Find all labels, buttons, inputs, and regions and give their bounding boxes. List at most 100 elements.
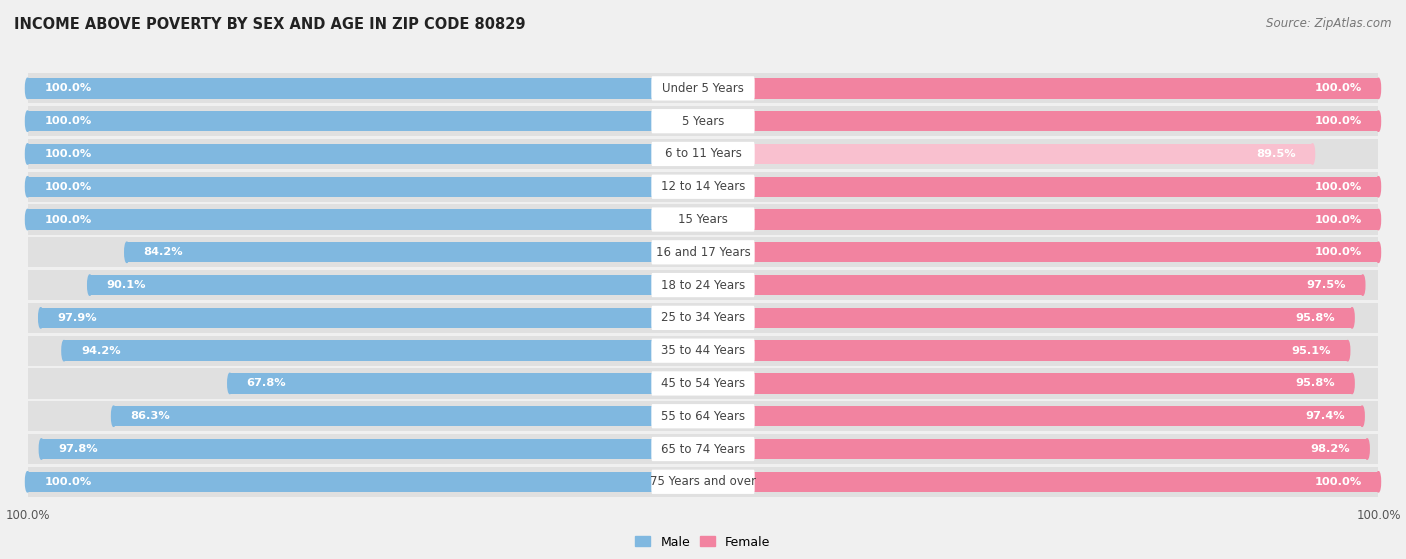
FancyBboxPatch shape <box>651 470 755 494</box>
Bar <box>28 177 655 197</box>
Text: 100.0%: 100.0% <box>1315 182 1361 192</box>
Bar <box>28 334 1378 367</box>
Bar <box>751 373 1353 394</box>
Circle shape <box>62 340 66 361</box>
Bar <box>28 169 1378 172</box>
Bar <box>28 464 1378 467</box>
Bar <box>28 105 1378 138</box>
Circle shape <box>1360 406 1364 427</box>
Circle shape <box>1361 275 1365 295</box>
Bar <box>28 432 1378 434</box>
Bar <box>28 202 1378 205</box>
Bar <box>28 433 1378 466</box>
Bar <box>751 275 1362 295</box>
Bar <box>751 78 1378 98</box>
Text: 67.8%: 67.8% <box>246 378 287 389</box>
Bar <box>751 144 1312 164</box>
Bar <box>28 169 1378 172</box>
Bar <box>28 472 655 492</box>
Bar <box>28 399 1378 401</box>
Bar <box>28 300 1378 303</box>
Circle shape <box>39 439 44 459</box>
Circle shape <box>1376 242 1381 263</box>
Text: 100.0%: 100.0% <box>1315 215 1361 225</box>
FancyBboxPatch shape <box>651 207 755 231</box>
Text: 100.0%: 100.0% <box>1315 116 1361 126</box>
Text: 100.0%: 100.0% <box>1315 477 1361 487</box>
Bar <box>751 210 1378 230</box>
Bar <box>28 300 1378 303</box>
Bar <box>41 307 655 328</box>
FancyBboxPatch shape <box>651 76 755 101</box>
Bar <box>28 138 1378 170</box>
Bar <box>127 242 655 263</box>
Circle shape <box>1346 340 1350 361</box>
Circle shape <box>654 144 658 164</box>
Bar <box>751 177 1378 197</box>
FancyBboxPatch shape <box>651 437 755 461</box>
Text: 95.8%: 95.8% <box>1295 313 1336 323</box>
Text: 95.8%: 95.8% <box>1295 378 1336 389</box>
Bar <box>28 78 655 98</box>
Text: 100.0%: 100.0% <box>1315 83 1361 93</box>
Text: 65 to 74 Years: 65 to 74 Years <box>661 443 745 456</box>
Bar <box>28 103 1378 106</box>
Bar <box>28 111 655 131</box>
Bar <box>751 307 1353 328</box>
Text: 55 to 64 Years: 55 to 64 Years <box>661 410 745 423</box>
Circle shape <box>25 177 30 197</box>
Circle shape <box>654 406 658 427</box>
Circle shape <box>748 340 752 361</box>
Text: 97.8%: 97.8% <box>58 444 98 454</box>
Circle shape <box>748 242 752 263</box>
Circle shape <box>25 144 30 164</box>
Circle shape <box>1376 210 1381 230</box>
Circle shape <box>111 406 115 427</box>
Bar <box>28 399 1378 401</box>
Text: 94.2%: 94.2% <box>82 345 121 356</box>
Circle shape <box>1310 144 1315 164</box>
Circle shape <box>1376 78 1381 98</box>
Circle shape <box>654 307 658 328</box>
Bar <box>28 170 1378 203</box>
Bar <box>28 367 1378 400</box>
Text: 90.1%: 90.1% <box>107 280 146 290</box>
Bar <box>28 464 1378 467</box>
Text: 100.0%: 100.0% <box>45 477 91 487</box>
Circle shape <box>748 78 752 98</box>
Text: INCOME ABOVE POVERTY BY SEX AND AGE IN ZIP CODE 80829: INCOME ABOVE POVERTY BY SEX AND AGE IN Z… <box>14 17 526 32</box>
Text: Source: ZipAtlas.com: Source: ZipAtlas.com <box>1267 17 1392 30</box>
Circle shape <box>654 439 658 459</box>
Circle shape <box>748 275 752 295</box>
Bar <box>28 203 1378 236</box>
Text: 97.9%: 97.9% <box>58 313 97 323</box>
Circle shape <box>1350 373 1354 394</box>
Bar <box>28 136 1378 139</box>
FancyBboxPatch shape <box>651 142 755 166</box>
Text: 45 to 54 Years: 45 to 54 Years <box>661 377 745 390</box>
Bar <box>28 235 1378 237</box>
Text: 95.1%: 95.1% <box>1291 345 1330 356</box>
Text: 75 Years and over: 75 Years and over <box>650 475 756 489</box>
Text: 100.0%: 100.0% <box>1315 247 1361 257</box>
Text: 100.0%: 100.0% <box>45 182 91 192</box>
Bar <box>28 301 1378 334</box>
Circle shape <box>228 373 232 394</box>
Bar <box>28 466 1378 498</box>
Bar <box>28 70 1378 73</box>
Bar <box>28 497 1378 500</box>
Bar <box>751 439 1367 459</box>
Bar <box>28 400 1378 433</box>
Text: 97.5%: 97.5% <box>1306 280 1346 290</box>
Text: 98.2%: 98.2% <box>1310 444 1350 454</box>
Bar <box>229 373 655 394</box>
Bar <box>28 333 1378 335</box>
Circle shape <box>25 472 30 492</box>
Circle shape <box>748 439 752 459</box>
Bar <box>28 366 1378 368</box>
Bar <box>114 406 655 427</box>
Bar <box>28 366 1378 368</box>
Bar <box>751 111 1378 131</box>
FancyBboxPatch shape <box>651 306 755 330</box>
Text: 86.3%: 86.3% <box>131 411 170 421</box>
